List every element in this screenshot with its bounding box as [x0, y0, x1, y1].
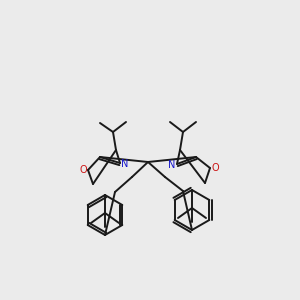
Text: N: N	[121, 159, 129, 169]
Text: O: O	[211, 163, 219, 173]
Text: O: O	[79, 165, 87, 175]
Text: N: N	[168, 160, 176, 170]
